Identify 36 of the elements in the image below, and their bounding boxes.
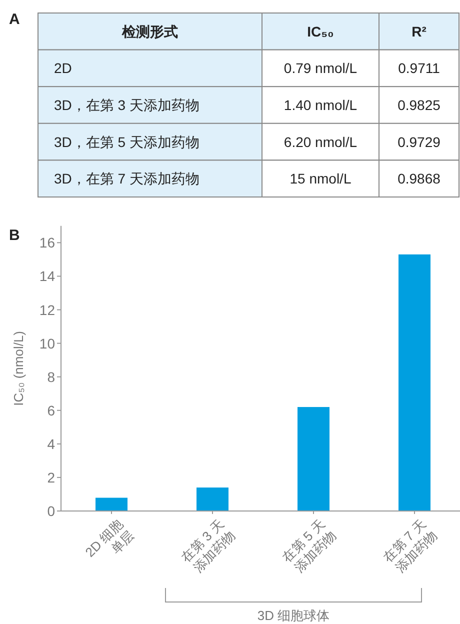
y-tick-label: 14	[39, 268, 56, 284]
text: 1.40 nmol/L	[284, 97, 358, 113]
y-axis-title: IC₅₀ (nmol/L)	[11, 330, 26, 406]
x-tick-label: 2D 细胞 单层	[82, 516, 137, 560]
x-tick-label: 在第 5 天 添加药物	[279, 516, 339, 576]
text: 3D 细胞球体	[257, 608, 330, 623]
text: B	[9, 227, 20, 244]
text: 3D，在第 7 天添加药物	[54, 170, 200, 187]
y-tick-label: 16	[39, 234, 56, 251]
y-tick-label: 4	[47, 436, 56, 452]
category-label: 检测形式	[121, 23, 178, 40]
x-tick-label: 在第 7 天 添加药物	[380, 516, 440, 576]
text: 0.9825	[398, 97, 440, 113]
text: 0.9729	[398, 134, 440, 150]
text: 0.79 nmol/L	[284, 60, 358, 76]
y-tick-label: 0	[47, 503, 56, 519]
category-label: R²	[412, 23, 427, 40]
bar	[398, 254, 430, 511]
text: 0.9711	[398, 60, 440, 76]
text: 2D	[54, 60, 72, 76]
bar	[196, 488, 228, 511]
text: 3D，在第 3 天添加药物	[54, 97, 200, 113]
x-tick-label: 在第 3 天 添加药物	[178, 516, 238, 576]
y-tick-label: 8	[47, 368, 56, 385]
y-tick-label: 12	[39, 302, 56, 318]
text: 0.9868	[398, 170, 440, 187]
text: 6.20 nmol/L	[284, 134, 358, 150]
text: A	[9, 11, 20, 28]
text: 3D，在第 5 天添加药物	[54, 134, 200, 150]
text: 15 nmol/L	[290, 170, 352, 187]
category-label: IC₅₀	[307, 23, 334, 40]
bar	[298, 407, 330, 511]
y-tick-label: 6	[47, 402, 56, 418]
y-tick-label: 10	[39, 335, 56, 352]
y-tick-label: 2	[47, 469, 56, 486]
bar	[96, 498, 128, 511]
